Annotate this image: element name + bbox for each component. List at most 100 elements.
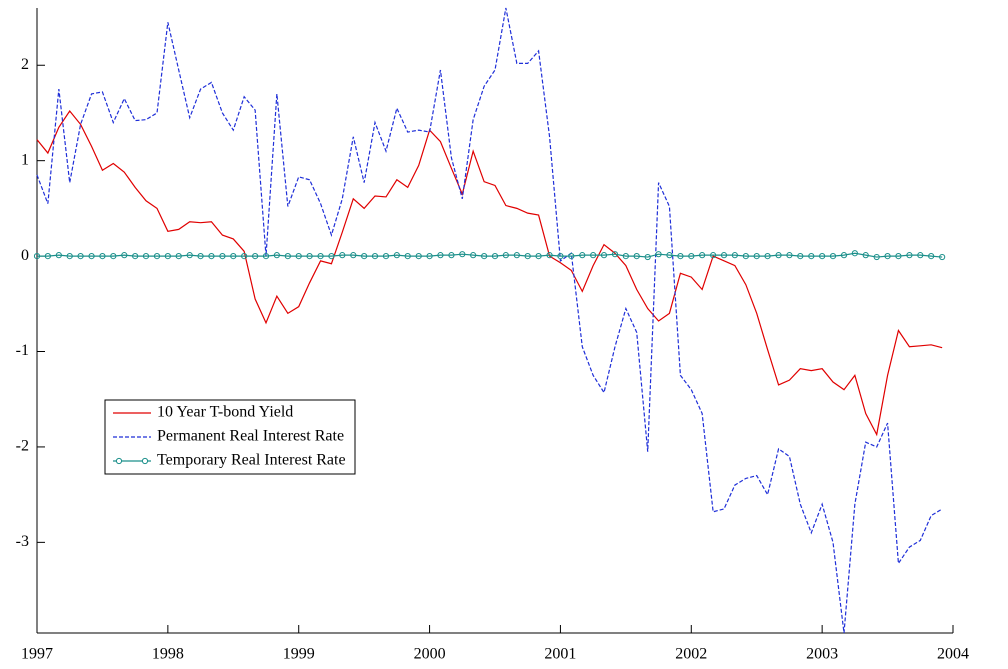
point — [197, 252, 204, 260]
x-tick-label: 2004 — [937, 646, 969, 663]
point — [797, 252, 804, 260]
point — [142, 252, 150, 260]
point — [284, 252, 291, 260]
point — [513, 252, 520, 259]
point — [764, 252, 771, 260]
point — [491, 252, 499, 260]
point — [252, 252, 259, 260]
y-tick-label: -3 — [16, 533, 29, 550]
point — [851, 250, 858, 257]
x-tick-label: 2002 — [675, 646, 707, 663]
point — [808, 252, 815, 260]
point — [590, 252, 597, 259]
point — [917, 252, 924, 259]
point — [840, 252, 848, 259]
point — [459, 251, 466, 258]
point — [262, 252, 270, 260]
y-tick-label: 1 — [21, 151, 29, 168]
series-line — [36, 7, 943, 634]
point — [328, 252, 335, 260]
point — [579, 252, 586, 259]
point — [622, 252, 629, 260]
point — [371, 252, 379, 260]
y-tick-label: -2 — [16, 438, 29, 455]
point — [546, 252, 553, 259]
y-tick-label: 0 — [21, 247, 29, 264]
x-tick-label: 1999 — [283, 646, 315, 663]
point — [557, 252, 564, 260]
point — [742, 252, 749, 260]
point — [186, 252, 193, 259]
point — [295, 252, 302, 260]
point — [426, 252, 433, 260]
point — [502, 252, 509, 259]
x-tick-label: 1998 — [152, 646, 184, 663]
point — [350, 252, 357, 259]
point — [448, 252, 455, 259]
series-line — [36, 110, 943, 437]
point — [884, 252, 891, 260]
point — [720, 252, 728, 259]
x-tick-label: 2001 — [544, 646, 576, 663]
point — [153, 252, 161, 260]
point — [110, 252, 117, 260]
point — [175, 252, 182, 260]
point — [688, 252, 695, 260]
point — [524, 252, 531, 260]
point — [600, 252, 608, 259]
y-tick-label: -1 — [16, 342, 29, 359]
point — [568, 252, 575, 260]
point — [655, 251, 662, 258]
point — [208, 252, 215, 260]
point — [710, 252, 717, 259]
legend-marker — [141, 457, 149, 465]
legend-marker — [115, 457, 123, 465]
series-line — [37, 252, 943, 258]
point — [928, 252, 935, 260]
point — [33, 252, 41, 260]
point — [939, 253, 946, 261]
legend-label: Permanent Real Interest Rate — [157, 428, 344, 445]
x-tick-label: 2000 — [414, 646, 446, 663]
point — [786, 252, 793, 259]
point — [666, 252, 673, 259]
point — [644, 253, 651, 261]
point — [339, 252, 346, 259]
point — [415, 252, 422, 260]
point — [404, 252, 411, 260]
point — [611, 251, 619, 258]
point — [219, 252, 226, 260]
point — [66, 252, 73, 260]
point — [873, 253, 880, 261]
point — [862, 252, 869, 259]
point — [273, 252, 280, 259]
point — [731, 252, 738, 259]
point — [164, 252, 171, 260]
x-tick-label: 1997 — [21, 646, 53, 663]
legend-label: 10 Year T-bond Yield — [157, 404, 293, 421]
point — [393, 252, 400, 259]
point — [470, 252, 477, 259]
point — [633, 252, 640, 260]
y-tick-label: 2 — [21, 56, 29, 73]
point — [55, 252, 62, 259]
point — [535, 252, 542, 260]
legend-label: Temporary Real Interest Rate — [157, 452, 346, 469]
point — [906, 252, 913, 259]
point — [88, 252, 95, 260]
point — [819, 252, 826, 260]
point — [699, 252, 706, 259]
point — [895, 252, 902, 260]
point — [677, 252, 684, 260]
point — [753, 252, 760, 260]
point — [382, 252, 390, 260]
point — [230, 252, 237, 260]
point — [241, 252, 248, 260]
point — [99, 252, 106, 260]
point — [437, 252, 444, 259]
point — [306, 252, 313, 260]
point — [317, 252, 324, 260]
point — [481, 252, 488, 260]
point — [361, 252, 368, 260]
point — [132, 252, 139, 260]
